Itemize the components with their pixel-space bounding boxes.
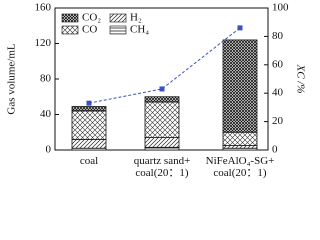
bar-segment xyxy=(222,131,258,146)
legend-label: CH₄ xyxy=(130,24,149,36)
bar-segment xyxy=(71,106,107,112)
bar-segment xyxy=(144,96,180,103)
bar-segment xyxy=(144,101,180,138)
y-tick-label: 160 xyxy=(35,2,52,14)
legend-swatch xyxy=(109,13,127,23)
bar-segment xyxy=(71,138,107,149)
bar-segment xyxy=(71,110,107,140)
y-tick-label: 120 xyxy=(35,37,52,49)
line-marker xyxy=(237,25,243,31)
legend-label: CO₂ xyxy=(82,12,101,24)
chart: Gas volume/mL XC /% 0 40 80 120 160 0 20 40 60 80… xyxy=(6,2,307,179)
y2-tick-label: 40 xyxy=(272,87,284,99)
y2-tick-label: 0 xyxy=(272,144,278,156)
bar-segment xyxy=(144,137,180,148)
line xyxy=(88,27,241,104)
legend-swatch xyxy=(61,13,79,23)
y2-tick-label: 80 xyxy=(272,30,284,42)
legend-label: CO xyxy=(82,24,97,36)
legend-swatch xyxy=(61,25,79,35)
y2-axis-label: XC /% xyxy=(294,63,306,93)
y2-tick-label: 100 xyxy=(272,2,289,14)
legend-swatch xyxy=(109,25,127,35)
x-tick-label: coal xyxy=(80,155,98,167)
bar-segment xyxy=(222,39,258,133)
y-tick-label: 80 xyxy=(40,73,52,85)
legend-label: H₂ xyxy=(130,12,142,24)
y2-tick-label: 60 xyxy=(272,58,284,70)
y-axis-label: Gas volume/mL xyxy=(6,43,18,114)
x-tick-label: NiFeAlO₄-SG+ coal(20：1) xyxy=(206,155,275,179)
line-marker xyxy=(159,86,165,92)
y-tick-label: 0 xyxy=(46,144,52,156)
y2-tick-label: 20 xyxy=(272,115,284,127)
x-tick-label: quartz sand+ coal(20：1) xyxy=(134,155,191,179)
line-marker xyxy=(86,100,92,106)
y-tick-label: 40 xyxy=(40,108,52,120)
